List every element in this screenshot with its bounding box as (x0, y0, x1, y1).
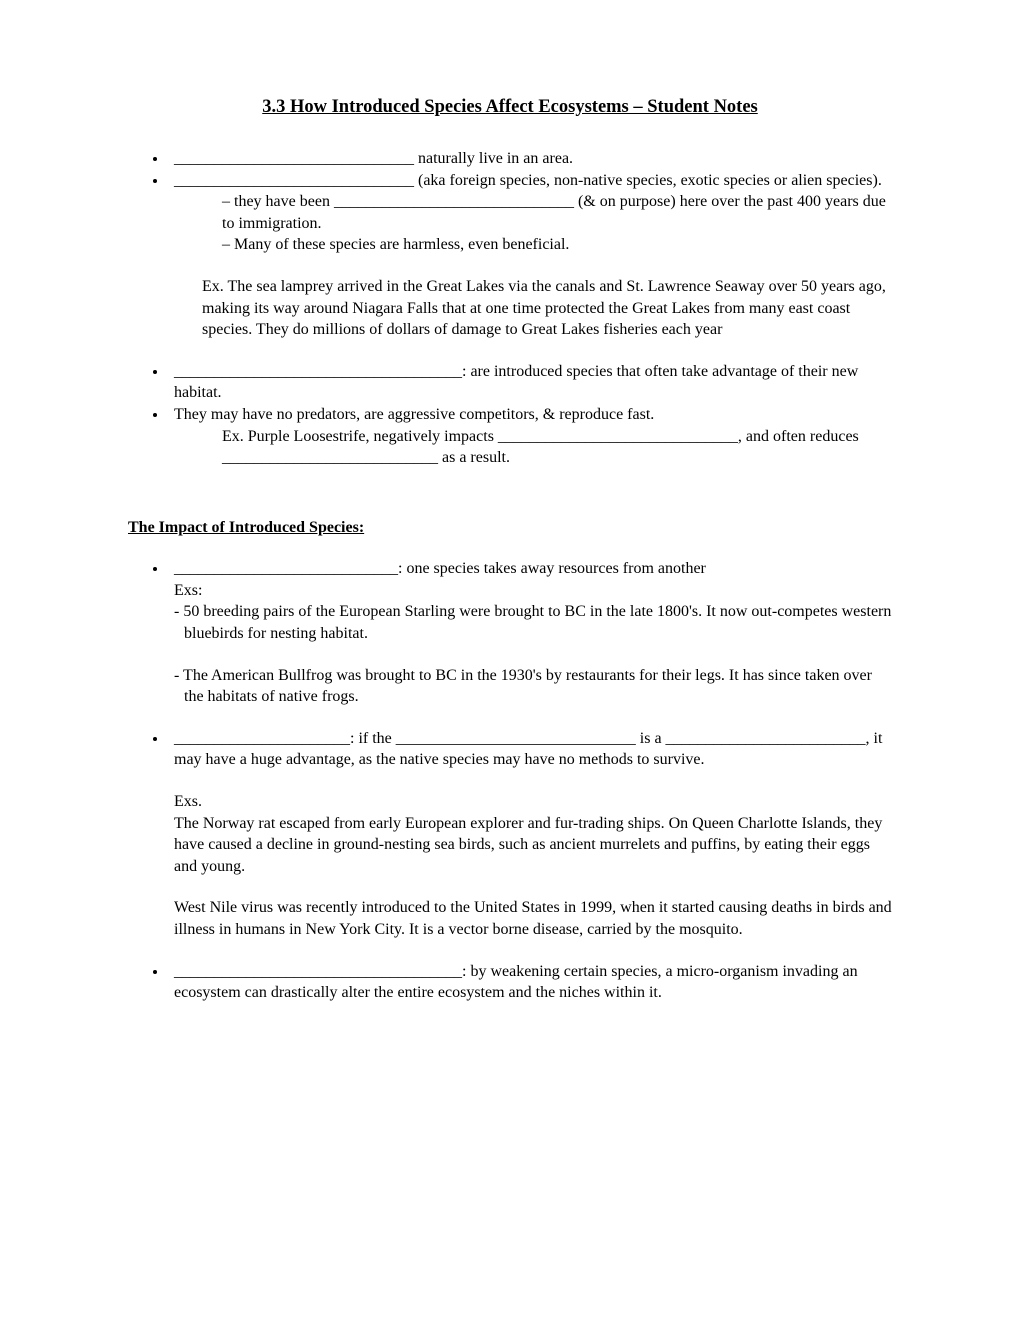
sub-bullets: they have been _________________________… (174, 191, 892, 256)
example-paragraph: Ex. The sea lamprey arrived in the Great… (174, 276, 892, 341)
bullet-text: ____________________________: one specie… (174, 560, 706, 577)
sub-bullet: they have been _________________________… (222, 191, 892, 234)
bullet-text: ______________________________ (aka fore… (174, 172, 882, 189)
examples-label: Exs. (174, 791, 892, 813)
example-item: West Nile virus was recently introduced … (174, 897, 892, 940)
bullet-text: They may have no predators, are aggressi… (174, 406, 654, 423)
bullet-native-species: ______________________________ naturally… (168, 148, 892, 170)
intro-bullets: ______________________________ naturally… (128, 148, 892, 341)
bullet-text: ______________________________ naturally… (174, 150, 573, 167)
bullet-disease: ____________________________________: by… (168, 961, 892, 1004)
bullet-introduced-species: ______________________________ (aka fore… (168, 170, 892, 341)
example-item: - 50 breeding pairs of the European Star… (184, 601, 892, 644)
bullet-competition: ____________________________: one specie… (168, 558, 892, 708)
page-title: 3.3 How Introduced Species Affect Ecosys… (128, 95, 892, 120)
bullet-text: ____________________________________: by… (174, 963, 858, 1002)
invasive-bullets: ____________________________________: ar… (128, 361, 892, 469)
examples-label: Exs: (174, 580, 892, 602)
impact-bullets-3: ____________________________________: by… (128, 961, 892, 1004)
bullet-invasive-species: ____________________________________: ar… (168, 361, 892, 404)
sub-bullet-text: Many of these species are harmless, even… (234, 236, 569, 253)
bullet-text: ____________________________________: ar… (174, 363, 858, 402)
bullet-text: ______________________: if the _________… (174, 730, 882, 769)
sub-bullet: Many of these species are harmless, even… (222, 234, 892, 256)
bullet-predation: ______________________: if the _________… (168, 728, 892, 941)
sub-bullet-text: they have been _________________________… (222, 193, 886, 232)
document-page: 3.3 How Introduced Species Affect Ecosys… (0, 0, 1020, 1320)
example-item: - The American Bullfrog was brought to B… (184, 665, 892, 708)
impact-bullets: ____________________________: one specie… (128, 558, 892, 708)
example-item: The Norway rat escaped from early Europe… (174, 813, 892, 878)
example-paragraph: Ex. Purple Loosestrife, negatively impac… (174, 426, 892, 469)
impact-bullets-2: ______________________: if the _________… (128, 728, 892, 941)
section-heading-impact: The Impact of Introduced Species: (128, 517, 892, 539)
bullet-predators: They may have no predators, are aggressi… (168, 404, 892, 469)
